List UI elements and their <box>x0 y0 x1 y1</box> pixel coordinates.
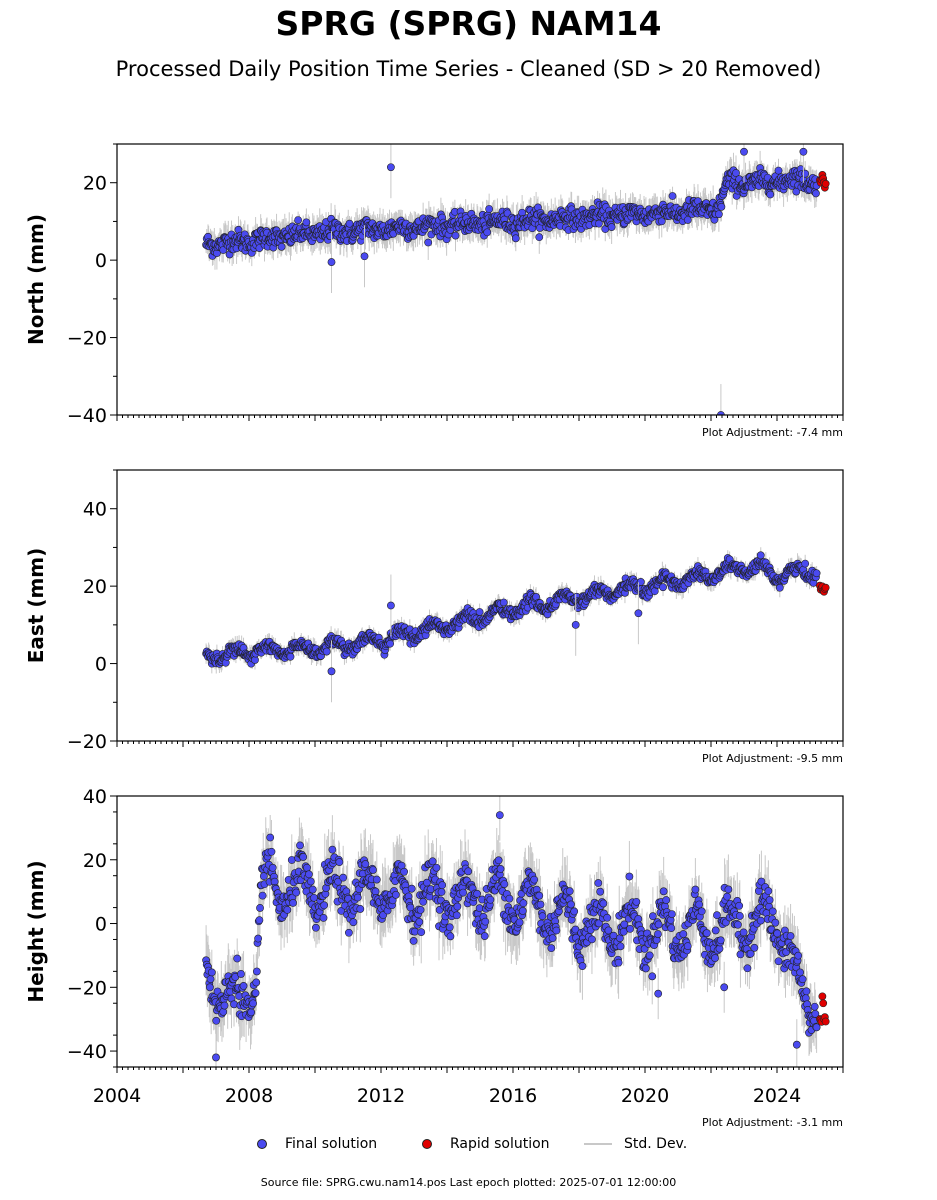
final-point <box>302 218 311 227</box>
final-point <box>774 166 783 175</box>
final-point <box>475 608 484 616</box>
final-point <box>294 216 303 225</box>
final-point <box>812 569 821 578</box>
final-point <box>277 242 286 251</box>
final-point <box>714 210 723 219</box>
final-point <box>483 228 492 237</box>
panel-1-plot-area <box>202 547 830 703</box>
final-point <box>812 189 820 198</box>
final-point <box>732 169 740 177</box>
final-point <box>775 583 784 592</box>
final-point <box>740 147 748 156</box>
final-point <box>485 205 494 213</box>
y-tick-label: 0 <box>95 654 107 676</box>
y-axis-label: East (mm) <box>24 548 48 664</box>
final-point <box>595 219 603 228</box>
final-point <box>386 163 395 172</box>
final-point <box>451 231 460 240</box>
y-tick-label: 20 <box>83 576 107 598</box>
final-point <box>717 202 726 211</box>
plot-adjustment-label: Plot Adjustment: -7.4 mm <box>702 426 843 439</box>
final-point <box>424 238 433 247</box>
rapid-point <box>821 179 830 188</box>
plot-adjustment-label: Plot Adjustment: -9.5 mm <box>702 752 843 765</box>
final-point <box>634 609 643 618</box>
final-point <box>386 601 395 610</box>
rapid-point <box>821 583 830 592</box>
y-tick-label: 0 <box>95 250 107 272</box>
final-point <box>345 219 354 228</box>
final-point <box>360 252 369 261</box>
y-tick-label: 40 <box>83 499 107 521</box>
chart-subtitle: Processed Daily Position Time Series - C… <box>115 57 822 81</box>
final-point <box>535 233 544 242</box>
final-point <box>799 147 808 156</box>
final-point <box>327 258 336 266</box>
final-point <box>668 192 677 200</box>
final-point <box>801 559 810 568</box>
y-tick-label: −40 <box>67 405 107 427</box>
final-point <box>499 598 508 607</box>
final-point <box>286 652 295 661</box>
y-tick-label: 20 <box>83 173 107 195</box>
final-point <box>683 216 692 224</box>
final-point <box>756 551 765 560</box>
final-point <box>327 667 336 676</box>
final-point <box>659 583 667 592</box>
y-tick-label: −20 <box>67 731 107 753</box>
final-point <box>657 217 666 226</box>
final-point <box>766 190 775 199</box>
panel-2-plot-area <box>202 796 830 1067</box>
chart-title: SPRG (SPRG) NAM14 <box>275 4 662 43</box>
final-point <box>511 234 520 243</box>
panel-0-plot-area <box>202 144 830 415</box>
final-point <box>386 639 395 648</box>
y-tick-label: −20 <box>67 328 107 350</box>
final-point <box>607 223 616 231</box>
final-point <box>571 620 580 629</box>
final-point <box>801 169 810 178</box>
final-point <box>322 647 331 656</box>
y-axis-label: North (mm) <box>24 214 48 345</box>
